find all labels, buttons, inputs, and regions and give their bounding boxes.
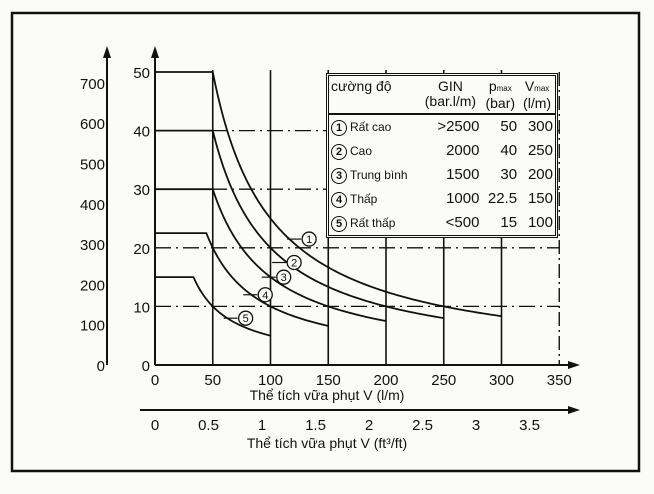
legend-cell-v: 300: [527, 118, 553, 135]
legend-number: 1: [331, 120, 347, 136]
x-tick-label: 200: [373, 372, 398, 389]
legend-row: 1 Rất cao >2500 50 300: [329, 114, 555, 139]
legend-row: 3 Trung bình 1500 30 200: [329, 163, 555, 187]
curve-2: [155, 129, 444, 320]
x-axis-2-arrow: [568, 406, 580, 414]
curve-label-circle: [286, 254, 302, 271]
legend-cell-p: 15: [500, 214, 518, 231]
curve-label: 5: [243, 313, 249, 325]
x-tick-label: 150: [316, 372, 341, 389]
legend-table: cường độ GIN (bar.l/m) pmax (bar) Vmax (l/m…: [326, 73, 558, 238]
x2-tick-label: 2: [365, 417, 373, 434]
x2-tick-label: 3.5: [519, 417, 540, 434]
y-tick-label: 40: [133, 124, 150, 141]
y2-tick-label: 700: [80, 76, 105, 93]
y2-tick-label: 500: [80, 157, 105, 174]
legend-intensity: Rất thấp: [350, 216, 396, 230]
y2-tick-label: 600: [80, 116, 105, 133]
x2-tick-label: 2.5: [412, 417, 433, 434]
legend-intensity: Rất cao: [350, 120, 392, 134]
legend-cell-gin: 1000: [446, 190, 480, 207]
legend-row: 5 Rất thấp <500 15 100: [329, 211, 555, 235]
x-tick-label: 100: [258, 372, 283, 389]
legend-number: 5: [331, 216, 347, 232]
legend-cell-gin: 1500: [446, 166, 480, 183]
legend-row: 2 Cao 2000 40 250: [329, 139, 555, 163]
legend-cell-gin: <500: [445, 214, 480, 231]
legend-cell-gin: 2000: [446, 142, 480, 159]
legend-intensity: Thấp: [350, 192, 378, 206]
curve-3: [155, 188, 387, 322]
curve-label-circle: [257, 287, 273, 303]
legend-cell-name: 3 Trung bình: [329, 163, 419, 187]
curve-5: [155, 276, 271, 337]
curve-label: 4: [262, 290, 268, 302]
x-tick-label: 300: [489, 372, 514, 389]
x2-tick-label: 1.5: [305, 417, 326, 434]
curve-1: [155, 71, 502, 318]
x2-axis-title: Thể tích vữa phụt V (ft³/ft): [247, 435, 407, 451]
legend-cell-name: 5 Rất thấp: [329, 211, 419, 235]
x-tick-label: 250: [431, 372, 456, 389]
legend-cell-name: 2 Cao: [329, 139, 419, 163]
legend-cell-p: 30: [500, 166, 518, 183]
legend-number: 2: [331, 144, 347, 160]
header-vmax: Vmax (l/m): [519, 76, 555, 115]
y-tick-label: 20: [133, 241, 150, 258]
legend-cell-v: 250: [527, 142, 553, 159]
legend-cell-v: 200: [527, 166, 553, 183]
legend-cell-v: 150: [527, 190, 553, 207]
curve-4: [155, 232, 329, 327]
y-axis-arrow: [151, 46, 159, 58]
x2-tick-label: 3: [472, 417, 480, 434]
y-axis-psi-arrow: [103, 46, 111, 58]
legend-intensity: Cao: [350, 144, 373, 158]
y2-tick-label: 300: [80, 237, 105, 254]
y2-tick-label: 0: [97, 358, 105, 375]
legend-cell-p: 22.5: [487, 190, 518, 207]
x-axis-arrow: [568, 361, 580, 369]
x-tick-label: 350: [547, 372, 572, 389]
curve-label: 3: [281, 272, 287, 284]
curve-label: 2: [291, 258, 297, 270]
curve-label-circle: [301, 231, 317, 247]
y2-tick-label: 200: [80, 277, 105, 294]
legend-cell-name: 4 Thấp: [329, 187, 419, 211]
header-gin: GIN (bar.l/m): [419, 76, 482, 115]
legend-cell-name: 1 Rất cao: [329, 114, 419, 139]
legend-row: 4 Thấp 1000 22.5 150: [329, 187, 555, 211]
y-tick-label: 50: [133, 65, 150, 82]
legend-number: 3: [331, 168, 347, 184]
x2-tick-label: 0.5: [198, 417, 219, 434]
legend-cell-gin: >2500: [437, 118, 480, 135]
figure-frame: [10, 11, 641, 473]
x-tick-label: 50: [204, 372, 221, 389]
y2-tick-label: 100: [80, 318, 105, 335]
y-tick-label: 0: [142, 358, 150, 375]
x-tick-label: 0: [151, 372, 159, 389]
legend-cell-p: 50: [500, 118, 518, 135]
y-tick-label: 30: [133, 182, 150, 199]
legend-cell-v: 100: [527, 214, 553, 231]
y2-tick-label: 400: [80, 197, 105, 214]
legend-cell-p: 40: [500, 142, 518, 159]
legend-intensity: Trung bình: [350, 168, 408, 182]
curve-label-circle: [237, 310, 254, 326]
legend-number: 4: [331, 192, 347, 208]
curve-label-circle: [276, 269, 292, 285]
x2-tick-label: 0: [151, 417, 159, 434]
header-pmax: pmax (bar): [481, 76, 520, 115]
y-tick-label: 10: [133, 299, 150, 316]
curve-label: 1: [306, 234, 312, 246]
x2-tick-label: 1: [258, 417, 266, 434]
header-intensity: cường độ: [329, 76, 420, 115]
x-axis-title: Thể tích vữa phụt V (l/m): [250, 387, 405, 403]
